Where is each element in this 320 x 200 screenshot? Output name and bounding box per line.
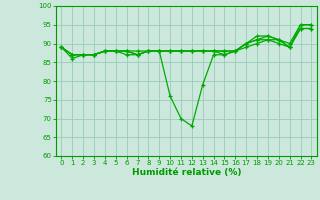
X-axis label: Humidité relative (%): Humidité relative (%) bbox=[132, 168, 241, 177]
